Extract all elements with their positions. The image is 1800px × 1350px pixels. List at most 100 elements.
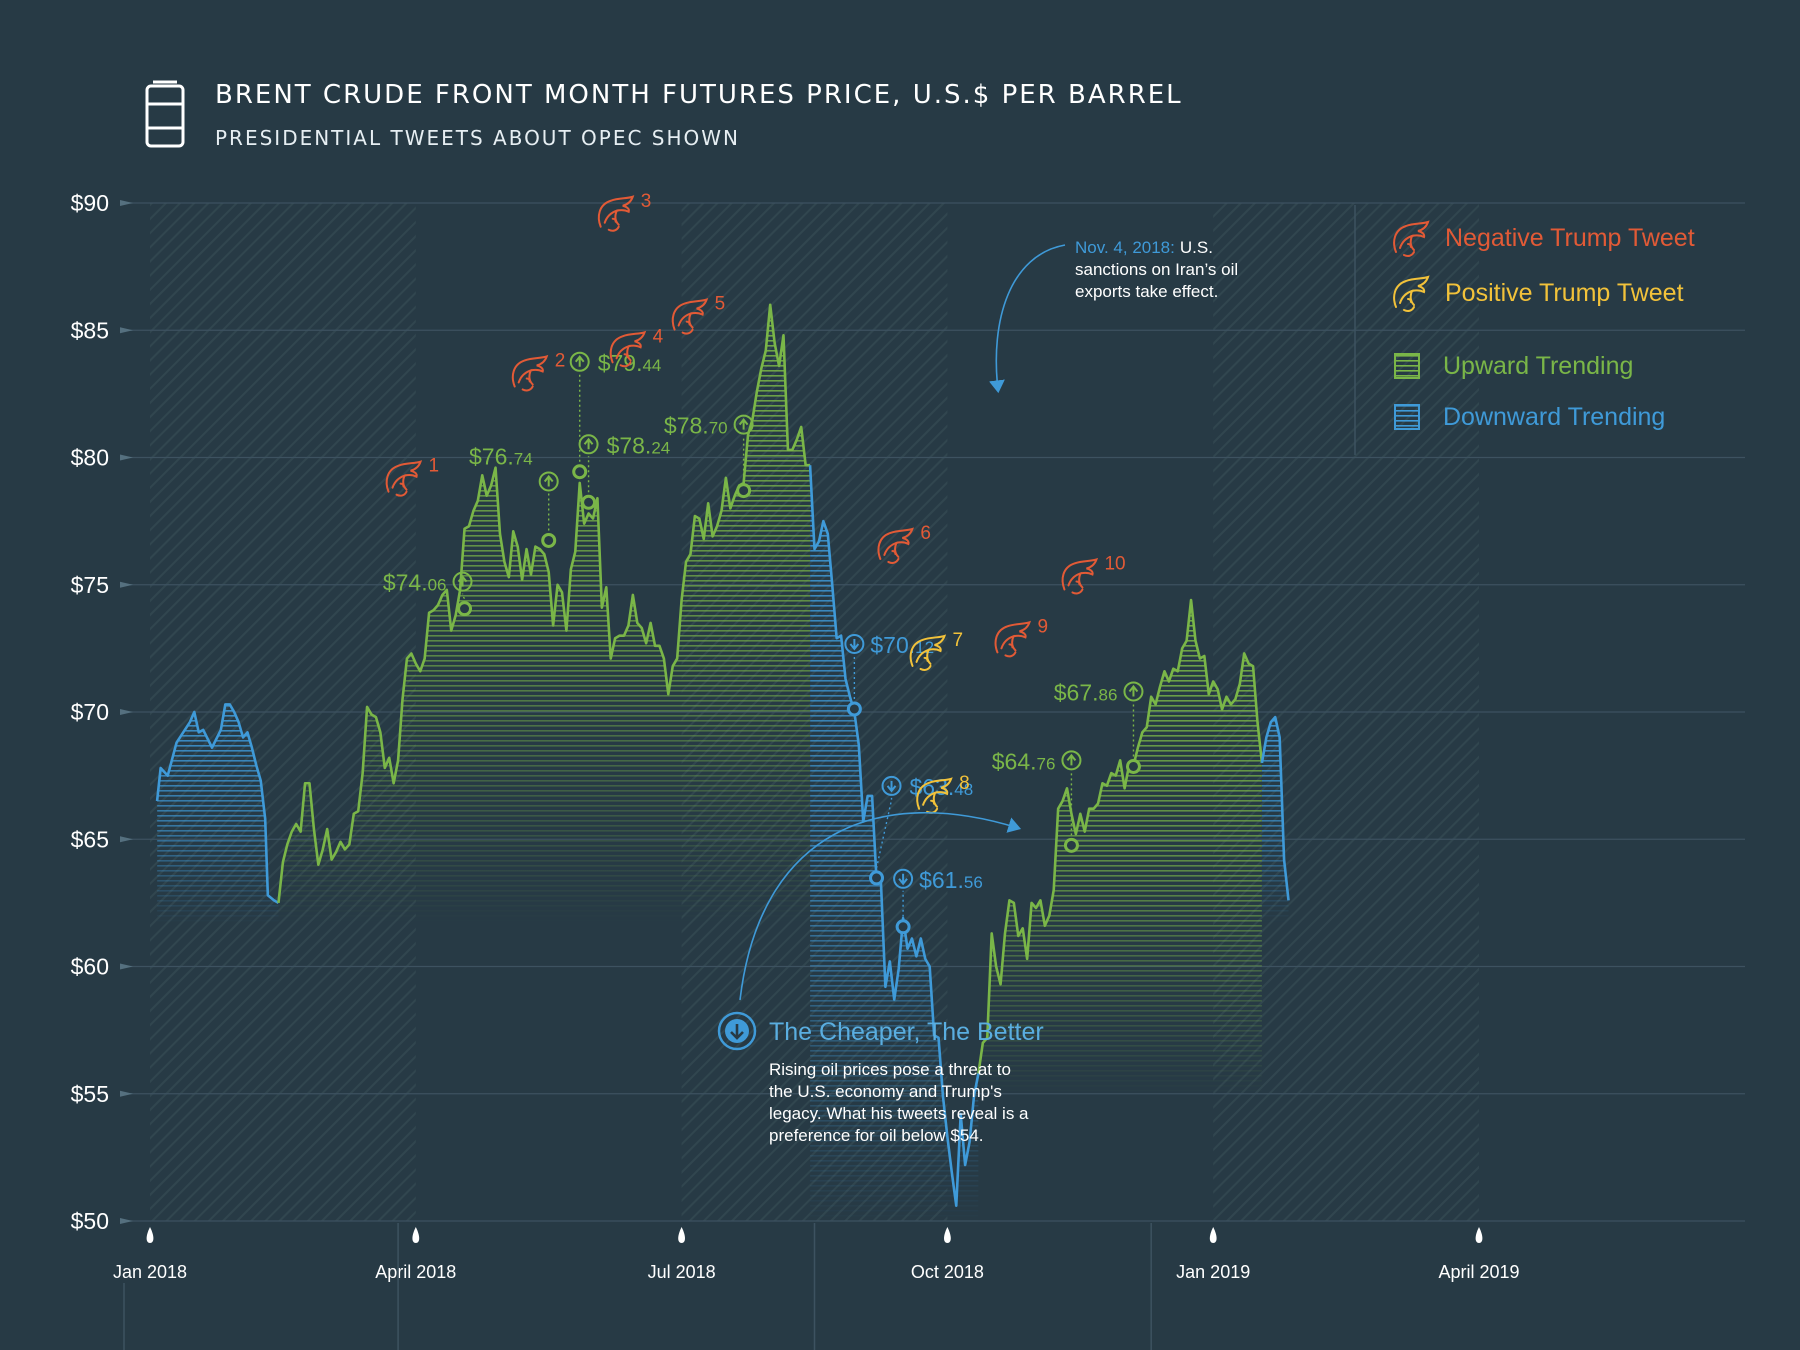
negative-tweet-icon [609, 330, 647, 368]
price-line-down [155, 703, 280, 905]
x-axis: Jan 2018 April 2018 Jul 2018 Oct 2018 Jan 20… [113, 1223, 1520, 1350]
cheaper-line-3: legacy. What his tweets reveal is a [769, 1104, 1029, 1123]
tweet-2: $76.74 2 [469, 350, 566, 548]
y-tick-mark [120, 581, 133, 588]
tweet-1: $74.06 1 [383, 456, 473, 617]
legend-item-downward: Downward Trending [1394, 403, 1665, 431]
tweet-number: 2 [555, 350, 566, 371]
cheaper-arrow [739, 811, 1022, 1001]
tweet-price-dot [457, 601, 473, 617]
up-arrow-circle-icon [1123, 681, 1144, 702]
downward-swatch [1394, 404, 1420, 430]
x-tick-drop [412, 1227, 420, 1243]
up-arrow-circle-icon [452, 571, 473, 592]
tweet-price-dot [736, 483, 752, 499]
down-arrow-circle-icon [717, 1011, 757, 1051]
tweet-price-dot [572, 464, 588, 480]
barrel-icon [145, 80, 185, 148]
y-tick-label: $55 [71, 1081, 109, 1107]
cheaper-line-2: the U.S. economy and Trump's [769, 1082, 1002, 1101]
positive-tweet-icon [1393, 275, 1430, 312]
tweet-number: 3 [641, 191, 652, 212]
tweet-hair [1393, 275, 1430, 312]
up-arrow-circle-icon [578, 434, 599, 455]
tweet-price-dot [846, 701, 862, 717]
tweet-price-label: $79.44 [598, 350, 662, 376]
y-tick-mark [120, 1090, 133, 1097]
tweet-number: 7 [953, 630, 964, 651]
y-tick-mark [120, 327, 133, 334]
x-tick-drop [1209, 1227, 1217, 1243]
price-line-up [977, 598, 1264, 1074]
cheaper-annotation: The Cheaper, The Better Rising oil price… [717, 811, 1044, 1145]
up-arrow-circle-icon [1061, 750, 1082, 771]
tweet-price-label: $76.74 [469, 443, 533, 469]
tweet-price-label: $64.76 [992, 748, 1056, 774]
tweet-price-dot [1063, 837, 1079, 853]
tweet-6: $70.12 6 [844, 523, 934, 717]
x-tick-label: Jan 2018 [113, 1262, 187, 1282]
chart-subtitle: PRESIDENTIAL TWEETS ABOUT OPEC SHOWN [215, 126, 740, 150]
price-line-up [277, 303, 811, 904]
up-arrow-circle-icon [569, 351, 590, 372]
negative-tweet-icon [1061, 557, 1099, 595]
y-tick-label: $75 [71, 572, 109, 598]
chart-title: BRENT CRUDE FRONT MONTH FUTURES PRICE, U… [215, 80, 1183, 110]
x-tick-drop [678, 1227, 685, 1243]
legend-item-negative: Negative Trump Tweet [1393, 220, 1695, 257]
y-tick-label: $50 [71, 1208, 109, 1234]
x-tick-label: Jul 2018 [648, 1262, 716, 1282]
tweet-price-dot [869, 870, 885, 886]
cheaper-line-1: Rising oil prices pose a threat to [769, 1060, 1011, 1079]
tweet-number: 9 [1037, 616, 1048, 637]
tweet-5: $78.70 5 [664, 294, 754, 499]
legend-item-upward: Upward Trending [1394, 352, 1633, 380]
tweet-price-label: $67.86 [1054, 679, 1118, 705]
negative-tweet-icon [1393, 220, 1430, 257]
sanctions-line-1: Nov. 4, 2018: U.S. [1075, 238, 1213, 257]
tweet-price-label: $74.06 [383, 570, 447, 596]
down-arrow-circle-icon [893, 868, 914, 889]
y-tick-label: $90 [71, 190, 109, 216]
legend-label-downward: Downward Trending [1443, 403, 1665, 431]
up-arrow-circle-icon [538, 471, 559, 492]
x-tick-drop [146, 1227, 154, 1243]
tweet-number: 8 [959, 773, 970, 794]
negative-tweet-icon [511, 354, 549, 392]
tweet-3: $79.44 3 [569, 191, 662, 480]
y-tick-mark [120, 963, 133, 970]
cheaper-heading: The Cheaper, The Better [769, 1018, 1044, 1046]
tweet-number: 6 [920, 523, 931, 544]
up-arrow-circle-icon [733, 414, 754, 435]
legend-label-negative: Negative Trump Tweet [1445, 224, 1695, 252]
tweet-markers: $74.06 1 $76.74 2 $79.44 3 $78.24 4 $78.70 5 $70.1… [383, 191, 1144, 935]
y-tick-label: $85 [71, 317, 109, 343]
price-line-series [155, 303, 1290, 1208]
price-line-down [1260, 715, 1290, 901]
trend-area-down [1261, 717, 1289, 923]
y-tick-label: $80 [71, 445, 109, 471]
sanctions-line-3: exports take effect. [1075, 282, 1218, 301]
down-arrow-circle-icon [881, 775, 902, 796]
x-tick-drop [1475, 1227, 1483, 1243]
legend-item-positive: Positive Trump Tweet [1393, 275, 1684, 312]
tweet-7: $63.48 7 [869, 630, 974, 886]
y-tick-label: $60 [71, 954, 109, 980]
tweet-price-dot [895, 919, 911, 935]
tweet-9: $64.76 9 [992, 616, 1082, 853]
negative-tweet-icon [994, 620, 1032, 658]
down-arrow-circle-icon [844, 633, 865, 654]
trend-area-up [978, 600, 1262, 1096]
y-tick-mark [120, 709, 133, 715]
tweet-price-label: $78.24 [607, 432, 671, 458]
x-tick-label: April 2018 [375, 1262, 456, 1282]
gridlines [120, 200, 1745, 1224]
tweet-price-label: $70.12 [870, 632, 934, 658]
tweet-price-dot [1125, 758, 1141, 774]
trend-area-down [157, 704, 279, 925]
sanctions-annotation: Nov. 4, 2018: U.S. sanctions on Iran’s oi… [988, 238, 1238, 394]
tweet-price-label: $63.48 [910, 774, 974, 800]
y-tick-label: $70 [71, 699, 109, 725]
tweet-8: $61.56 8 [893, 773, 983, 935]
